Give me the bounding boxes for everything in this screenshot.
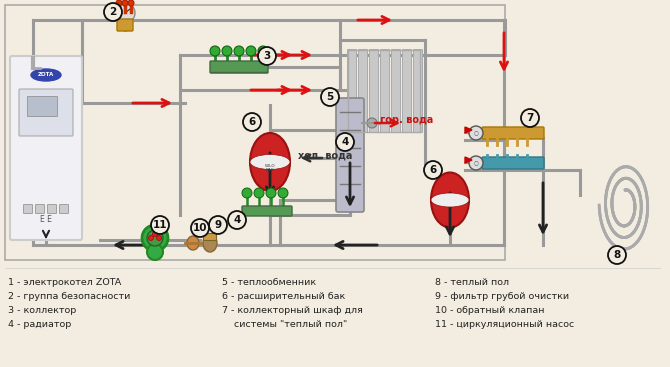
Text: 6: 6: [429, 165, 437, 175]
Text: ○: ○: [474, 160, 478, 166]
Circle shape: [210, 46, 220, 56]
Text: 5: 5: [326, 92, 334, 102]
Ellipse shape: [250, 133, 290, 191]
Text: 4: 4: [233, 215, 241, 225]
Circle shape: [157, 236, 161, 240]
Text: 9 - фильтр грубой очистки: 9 - фильтр грубой очистки: [435, 292, 569, 301]
Circle shape: [266, 188, 276, 198]
Circle shape: [278, 188, 288, 198]
FancyBboxPatch shape: [381, 50, 389, 132]
FancyBboxPatch shape: [403, 50, 411, 132]
Text: 11 - циркуляционный насос: 11 - циркуляционный насос: [435, 320, 574, 329]
FancyBboxPatch shape: [336, 98, 364, 212]
FancyBboxPatch shape: [210, 61, 268, 73]
FancyBboxPatch shape: [48, 204, 56, 214]
Text: 10 - обратный клапан: 10 - обратный клапан: [435, 306, 545, 315]
Text: ZOTA: ZOTA: [38, 73, 54, 77]
Polygon shape: [465, 157, 472, 163]
Text: WILO
BAG: WILO BAG: [265, 164, 275, 172]
FancyBboxPatch shape: [482, 127, 544, 139]
Circle shape: [469, 126, 483, 140]
Text: 8 - теплый пол: 8 - теплый пол: [435, 278, 509, 287]
Text: 11: 11: [153, 220, 168, 230]
Text: 7: 7: [527, 113, 534, 123]
Circle shape: [222, 46, 232, 56]
Ellipse shape: [203, 234, 217, 252]
Text: 2: 2: [109, 7, 117, 17]
Circle shape: [608, 246, 626, 264]
Circle shape: [242, 188, 252, 198]
Circle shape: [128, 0, 134, 6]
Text: 10: 10: [193, 223, 207, 233]
Text: хол. вода: хол. вода: [298, 150, 352, 160]
FancyBboxPatch shape: [242, 206, 292, 216]
Text: гор. вода: гор. вода: [380, 115, 433, 125]
Text: 1 - электрокотел ZOTA: 1 - электрокотел ZOTA: [8, 278, 121, 287]
Circle shape: [367, 118, 377, 128]
Circle shape: [258, 47, 276, 65]
FancyBboxPatch shape: [413, 50, 423, 132]
FancyBboxPatch shape: [19, 89, 73, 136]
FancyBboxPatch shape: [23, 204, 33, 214]
Circle shape: [228, 211, 246, 229]
FancyBboxPatch shape: [27, 96, 57, 116]
Text: E E: E E: [40, 215, 52, 225]
Text: 4 - радиатор: 4 - радиатор: [8, 320, 71, 329]
Circle shape: [116, 0, 122, 6]
Circle shape: [153, 232, 157, 236]
Text: 6 - расширительный бак: 6 - расширительный бак: [222, 292, 345, 301]
Ellipse shape: [431, 172, 469, 228]
Text: 6: 6: [249, 117, 256, 127]
Text: 2 - группа безопасности: 2 - группа безопасности: [8, 292, 131, 301]
Circle shape: [243, 113, 261, 131]
Circle shape: [149, 236, 153, 240]
Ellipse shape: [250, 155, 290, 170]
Circle shape: [258, 46, 268, 56]
Text: 3: 3: [263, 51, 271, 61]
Circle shape: [104, 3, 122, 21]
Text: 7 - коллекторный шкаф для: 7 - коллекторный шкаф для: [222, 306, 363, 315]
Circle shape: [147, 230, 163, 246]
Circle shape: [521, 109, 539, 127]
FancyBboxPatch shape: [204, 233, 216, 240]
Ellipse shape: [431, 193, 469, 207]
Circle shape: [151, 216, 169, 234]
FancyBboxPatch shape: [36, 204, 44, 214]
FancyBboxPatch shape: [60, 204, 68, 214]
Circle shape: [246, 46, 256, 56]
Circle shape: [254, 188, 264, 198]
Text: 8: 8: [613, 250, 620, 260]
Ellipse shape: [31, 69, 61, 81]
Circle shape: [424, 161, 442, 179]
Text: 4: 4: [341, 137, 348, 147]
Circle shape: [209, 216, 227, 234]
FancyBboxPatch shape: [391, 50, 401, 132]
Circle shape: [234, 46, 244, 56]
Text: 3 - коллектор: 3 - коллектор: [8, 306, 76, 315]
FancyBboxPatch shape: [369, 50, 379, 132]
Circle shape: [115, 3, 135, 23]
Circle shape: [122, 0, 128, 6]
Circle shape: [336, 133, 354, 151]
Polygon shape: [465, 127, 472, 133]
Text: 5 - теплообменник: 5 - теплообменник: [222, 278, 316, 287]
FancyBboxPatch shape: [482, 157, 544, 169]
FancyBboxPatch shape: [358, 50, 368, 132]
FancyBboxPatch shape: [348, 50, 356, 132]
Circle shape: [142, 225, 168, 251]
Ellipse shape: [187, 236, 199, 250]
Text: 9: 9: [214, 220, 222, 230]
Text: ○: ○: [474, 131, 478, 135]
Circle shape: [147, 244, 163, 260]
FancyBboxPatch shape: [117, 19, 133, 31]
Circle shape: [191, 219, 209, 237]
FancyBboxPatch shape: [10, 56, 82, 240]
Text: системы "теплый пол": системы "теплый пол": [222, 320, 347, 329]
Circle shape: [321, 88, 339, 106]
Circle shape: [469, 156, 483, 170]
